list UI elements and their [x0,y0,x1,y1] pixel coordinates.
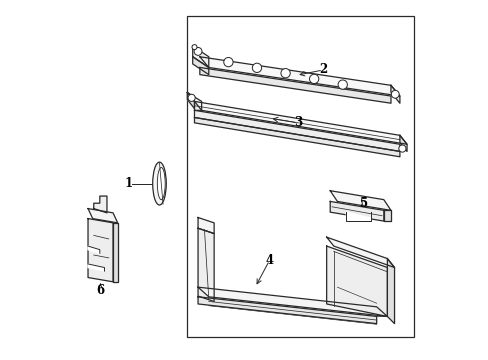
Ellipse shape [152,162,166,205]
Text: 4: 4 [265,254,273,267]
Text: 2: 2 [318,63,326,76]
Circle shape [390,90,398,98]
Polygon shape [88,219,113,282]
Text: 5: 5 [359,197,367,210]
Polygon shape [113,223,118,282]
Circle shape [188,94,195,102]
Polygon shape [194,102,406,144]
Polygon shape [94,196,107,213]
Polygon shape [88,208,118,223]
Polygon shape [194,117,399,157]
Polygon shape [386,258,394,324]
Polygon shape [88,264,104,271]
Polygon shape [390,85,399,103]
Polygon shape [346,212,370,221]
Circle shape [194,48,202,55]
Polygon shape [383,210,390,221]
Polygon shape [187,93,194,109]
Polygon shape [198,228,214,301]
Polygon shape [198,287,386,316]
Ellipse shape [157,167,165,200]
Bar [187,16,413,337]
Circle shape [398,145,405,152]
Circle shape [337,80,346,89]
Polygon shape [200,67,390,103]
Polygon shape [399,135,406,152]
Circle shape [192,45,197,50]
Polygon shape [192,46,208,67]
Circle shape [281,68,290,78]
Circle shape [252,63,261,72]
Polygon shape [326,246,386,316]
Polygon shape [329,202,383,221]
Polygon shape [88,246,100,253]
Circle shape [224,58,233,67]
Polygon shape [198,297,376,324]
Polygon shape [326,237,394,267]
Text: 6: 6 [96,284,104,297]
Polygon shape [200,57,399,96]
Text: 1: 1 [124,177,132,190]
Polygon shape [192,57,208,75]
Polygon shape [187,93,201,111]
Polygon shape [194,111,399,152]
Polygon shape [198,217,214,234]
Circle shape [309,74,318,84]
Polygon shape [329,191,390,210]
Text: 3: 3 [293,116,302,129]
